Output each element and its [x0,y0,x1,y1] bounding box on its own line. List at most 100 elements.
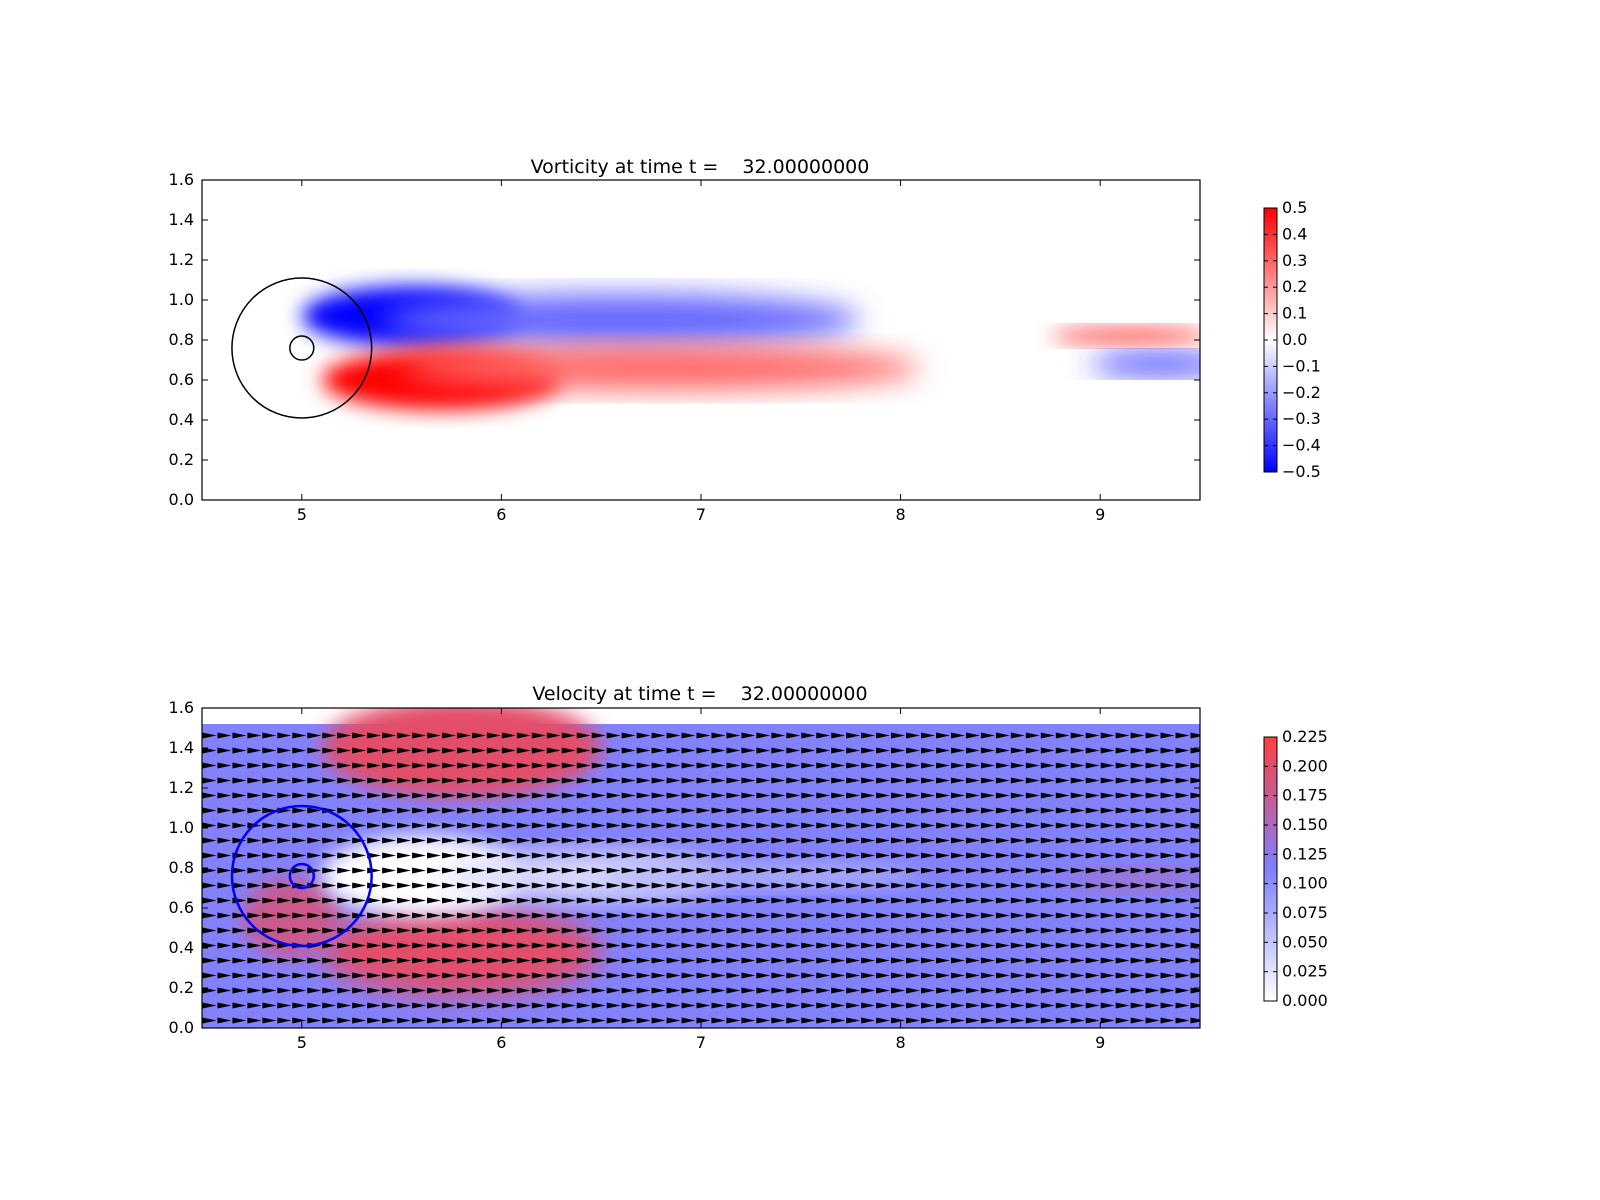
quiver-arrow [891,822,906,829]
quiver-arrow [382,987,397,994]
quiver-arrow [786,942,801,949]
quiver-arrow [681,942,696,949]
quiver-arrow [636,1002,651,1009]
quiver-arrow [636,747,651,754]
quiver-arrow [726,882,741,889]
quiver-arrow [1160,777,1175,784]
quiver-arrow [711,777,726,784]
quiver-arrow [876,987,891,994]
quiver-arrow [816,942,831,949]
quiver-arrow [636,762,651,769]
quiver-arrow [1010,822,1025,829]
quiver-arrow [576,957,591,964]
quiver-arrow [576,987,591,994]
quiver-arrow [1085,882,1100,889]
quiver-arrow [950,897,965,904]
quiver-arrow [456,792,471,799]
quiver-arrow [471,1017,486,1024]
quiver-arrow [1055,897,1070,904]
quiver-arrow [816,732,831,739]
quiver-arrow [427,942,442,949]
quiver-arrow [337,957,352,964]
quiver-arrow [486,957,501,964]
quiver-arrow [397,897,412,904]
quiver-arrow [801,867,816,874]
quiver-arrow [756,1017,771,1024]
y-tick-label: 0.0 [169,1018,194,1037]
quiver-arrow [816,1017,831,1024]
quiver-arrow [801,732,816,739]
quiver-arrow [786,777,801,784]
quiver-arrow [651,747,666,754]
quiver-arrow [950,942,965,949]
quiver-arrow [1070,912,1085,919]
quiver-arrow [546,897,561,904]
quiver-arrow [771,987,786,994]
quiver-arrow [337,1002,352,1009]
quiver-arrow [876,927,891,934]
y-tick-label: 0.8 [169,330,194,349]
quiver-arrow [950,837,965,844]
quiver-arrow [591,1017,606,1024]
field-region [441,852,721,900]
quiver-arrow [576,747,591,754]
quiver-arrow [606,852,621,859]
quiver-arrow [921,957,936,964]
quiver-arrow [816,852,831,859]
quiver-arrow [636,972,651,979]
quiver-arrow [756,807,771,814]
quiver-arrow [756,852,771,859]
quiver-arrow [427,957,442,964]
quiver-arrow [846,807,861,814]
quiver-arrow [442,747,457,754]
quiver-arrow [531,957,546,964]
quiver-arrow [606,732,621,739]
quiver-arrow [1040,942,1055,949]
quiver-arrow [1115,762,1130,769]
quiver-arrow [1055,807,1070,814]
quiver-arrow [801,807,816,814]
quiver-arrow [561,732,576,739]
quiver-arrow [666,792,681,799]
quiver-arrow [456,1017,471,1024]
colorbar-tick-label: 0.5 [1282,198,1307,217]
quiver-arrow [666,807,681,814]
quiver-arrow [831,957,846,964]
quiver-arrow [1040,987,1055,994]
quiver-arrow [1130,822,1145,829]
quiver-arrow [367,732,382,739]
quiver-arrow [307,792,322,799]
quiver-arrow [1130,732,1145,739]
quiver-arrow [427,852,442,859]
quiver-arrow [831,852,846,859]
quiver-arrow [711,972,726,979]
quiver-arrow [666,747,681,754]
quiver-arrow [995,1017,1010,1024]
quiver-arrow [412,1017,427,1024]
quiver-arrow [1130,882,1145,889]
quiver-arrow [217,867,232,874]
vorticity-colorbar-ticks: −0.5 −0.4 −0.3 −0.2 −0.1 0.0 0.1 0.2 0.3 0.4 0.5 [1264,198,1321,481]
colorbar-tick-label: 0.150 [1282,815,1328,834]
colorbar-tick-label: 0.125 [1282,844,1328,863]
y-tick-label: 1.0 [169,290,194,309]
quiver-arrow [876,747,891,754]
quiver-arrow [1010,732,1025,739]
quiver-arrow [456,822,471,829]
quiver-arrow [486,912,501,919]
quiver-arrow [741,807,756,814]
quiver-arrow [801,1017,816,1024]
quiver-arrow [591,942,606,949]
quiver-arrow [367,987,382,994]
quiver-arrow [277,852,292,859]
quiver-arrow [846,972,861,979]
quiver-arrow [1100,912,1115,919]
quiver-arrow [322,987,337,994]
quiver-arrow [1190,1002,1200,1009]
quiver-arrow [1100,1002,1115,1009]
y-tick-label: 1.0 [169,818,194,837]
quiver-arrow [816,792,831,799]
quiver-arrow [561,837,576,844]
quiver-arrow [456,1002,471,1009]
quiver-arrow [816,762,831,769]
